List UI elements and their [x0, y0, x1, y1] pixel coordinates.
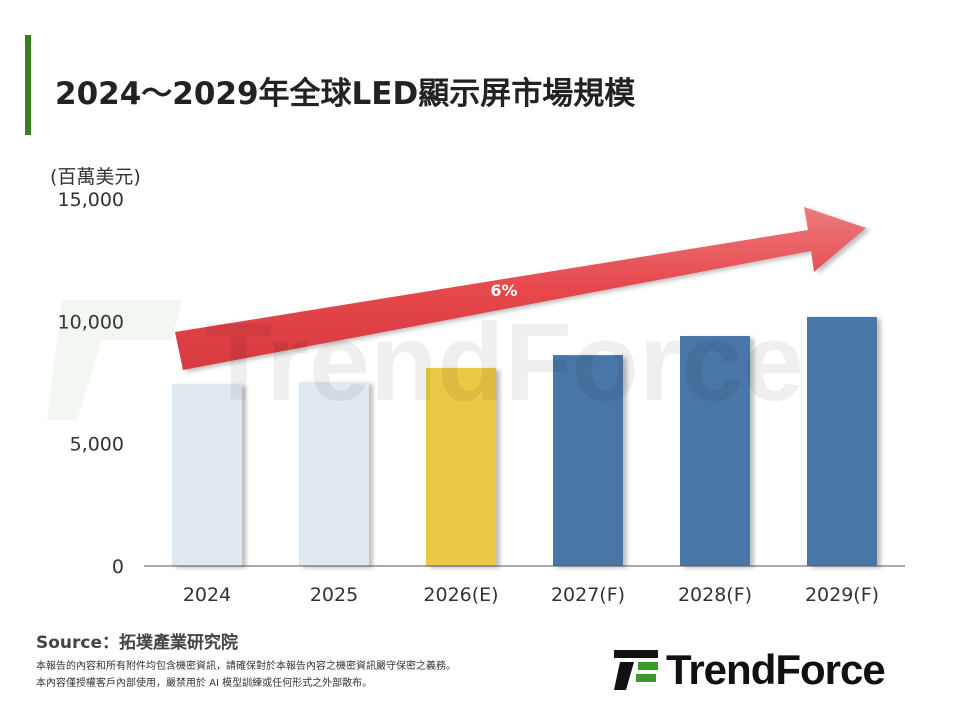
logo-text: TrendForce: [666, 646, 886, 693]
bar-2024: [172, 383, 242, 566]
growth-label: 6%: [490, 281, 517, 300]
title-accent-bar: [25, 35, 31, 135]
bar-2025: [299, 382, 369, 566]
y-axis-label: (百萬美元): [50, 166, 141, 188]
x-tick-label: 2029(F): [805, 584, 879, 606]
disclaimer-line-2: 本內容僅授權客戶內部使用，嚴禁用於 AI 模型訓練或任何形式之外部散布。: [36, 678, 373, 689]
x-tick-label: 2027(F): [551, 584, 625, 606]
bar-2027(F): [553, 355, 623, 566]
bar-2026(E): [426, 368, 496, 566]
source-text: Source：拓墣產業研究院: [36, 633, 239, 653]
bar-2028(F): [680, 336, 750, 566]
bar-2029(F): [807, 316, 877, 566]
y-tick-label: 5,000: [70, 434, 124, 456]
y-tick-label: 15,000: [58, 189, 124, 211]
trendforce-logo: TrendForce: [612, 646, 886, 694]
svg-text:TrendForce: TrendForce: [205, 301, 804, 424]
y-tick-label: 10,000: [58, 311, 124, 333]
x-tick-label: 2024: [183, 584, 231, 606]
trendforce-logo-icon: [614, 650, 658, 690]
x-tick-label: 2025: [310, 584, 358, 606]
y-tick-label: 0: [112, 556, 124, 578]
page-title: 2024～2029年全球LED顯示屏市場規模: [55, 76, 636, 112]
x-tick-label: 2026(E): [423, 584, 498, 606]
growth-arrow: 6%: [175, 207, 866, 370]
watermark: TrendForce: [47, 300, 804, 424]
x-tick-label: 2028(F): [678, 584, 752, 606]
disclaimer-line-1: 本報告的內容和所有附件均包含機密資訊，請確保對於本報告內容之機密資訊嚴守保密之義…: [36, 661, 456, 672]
